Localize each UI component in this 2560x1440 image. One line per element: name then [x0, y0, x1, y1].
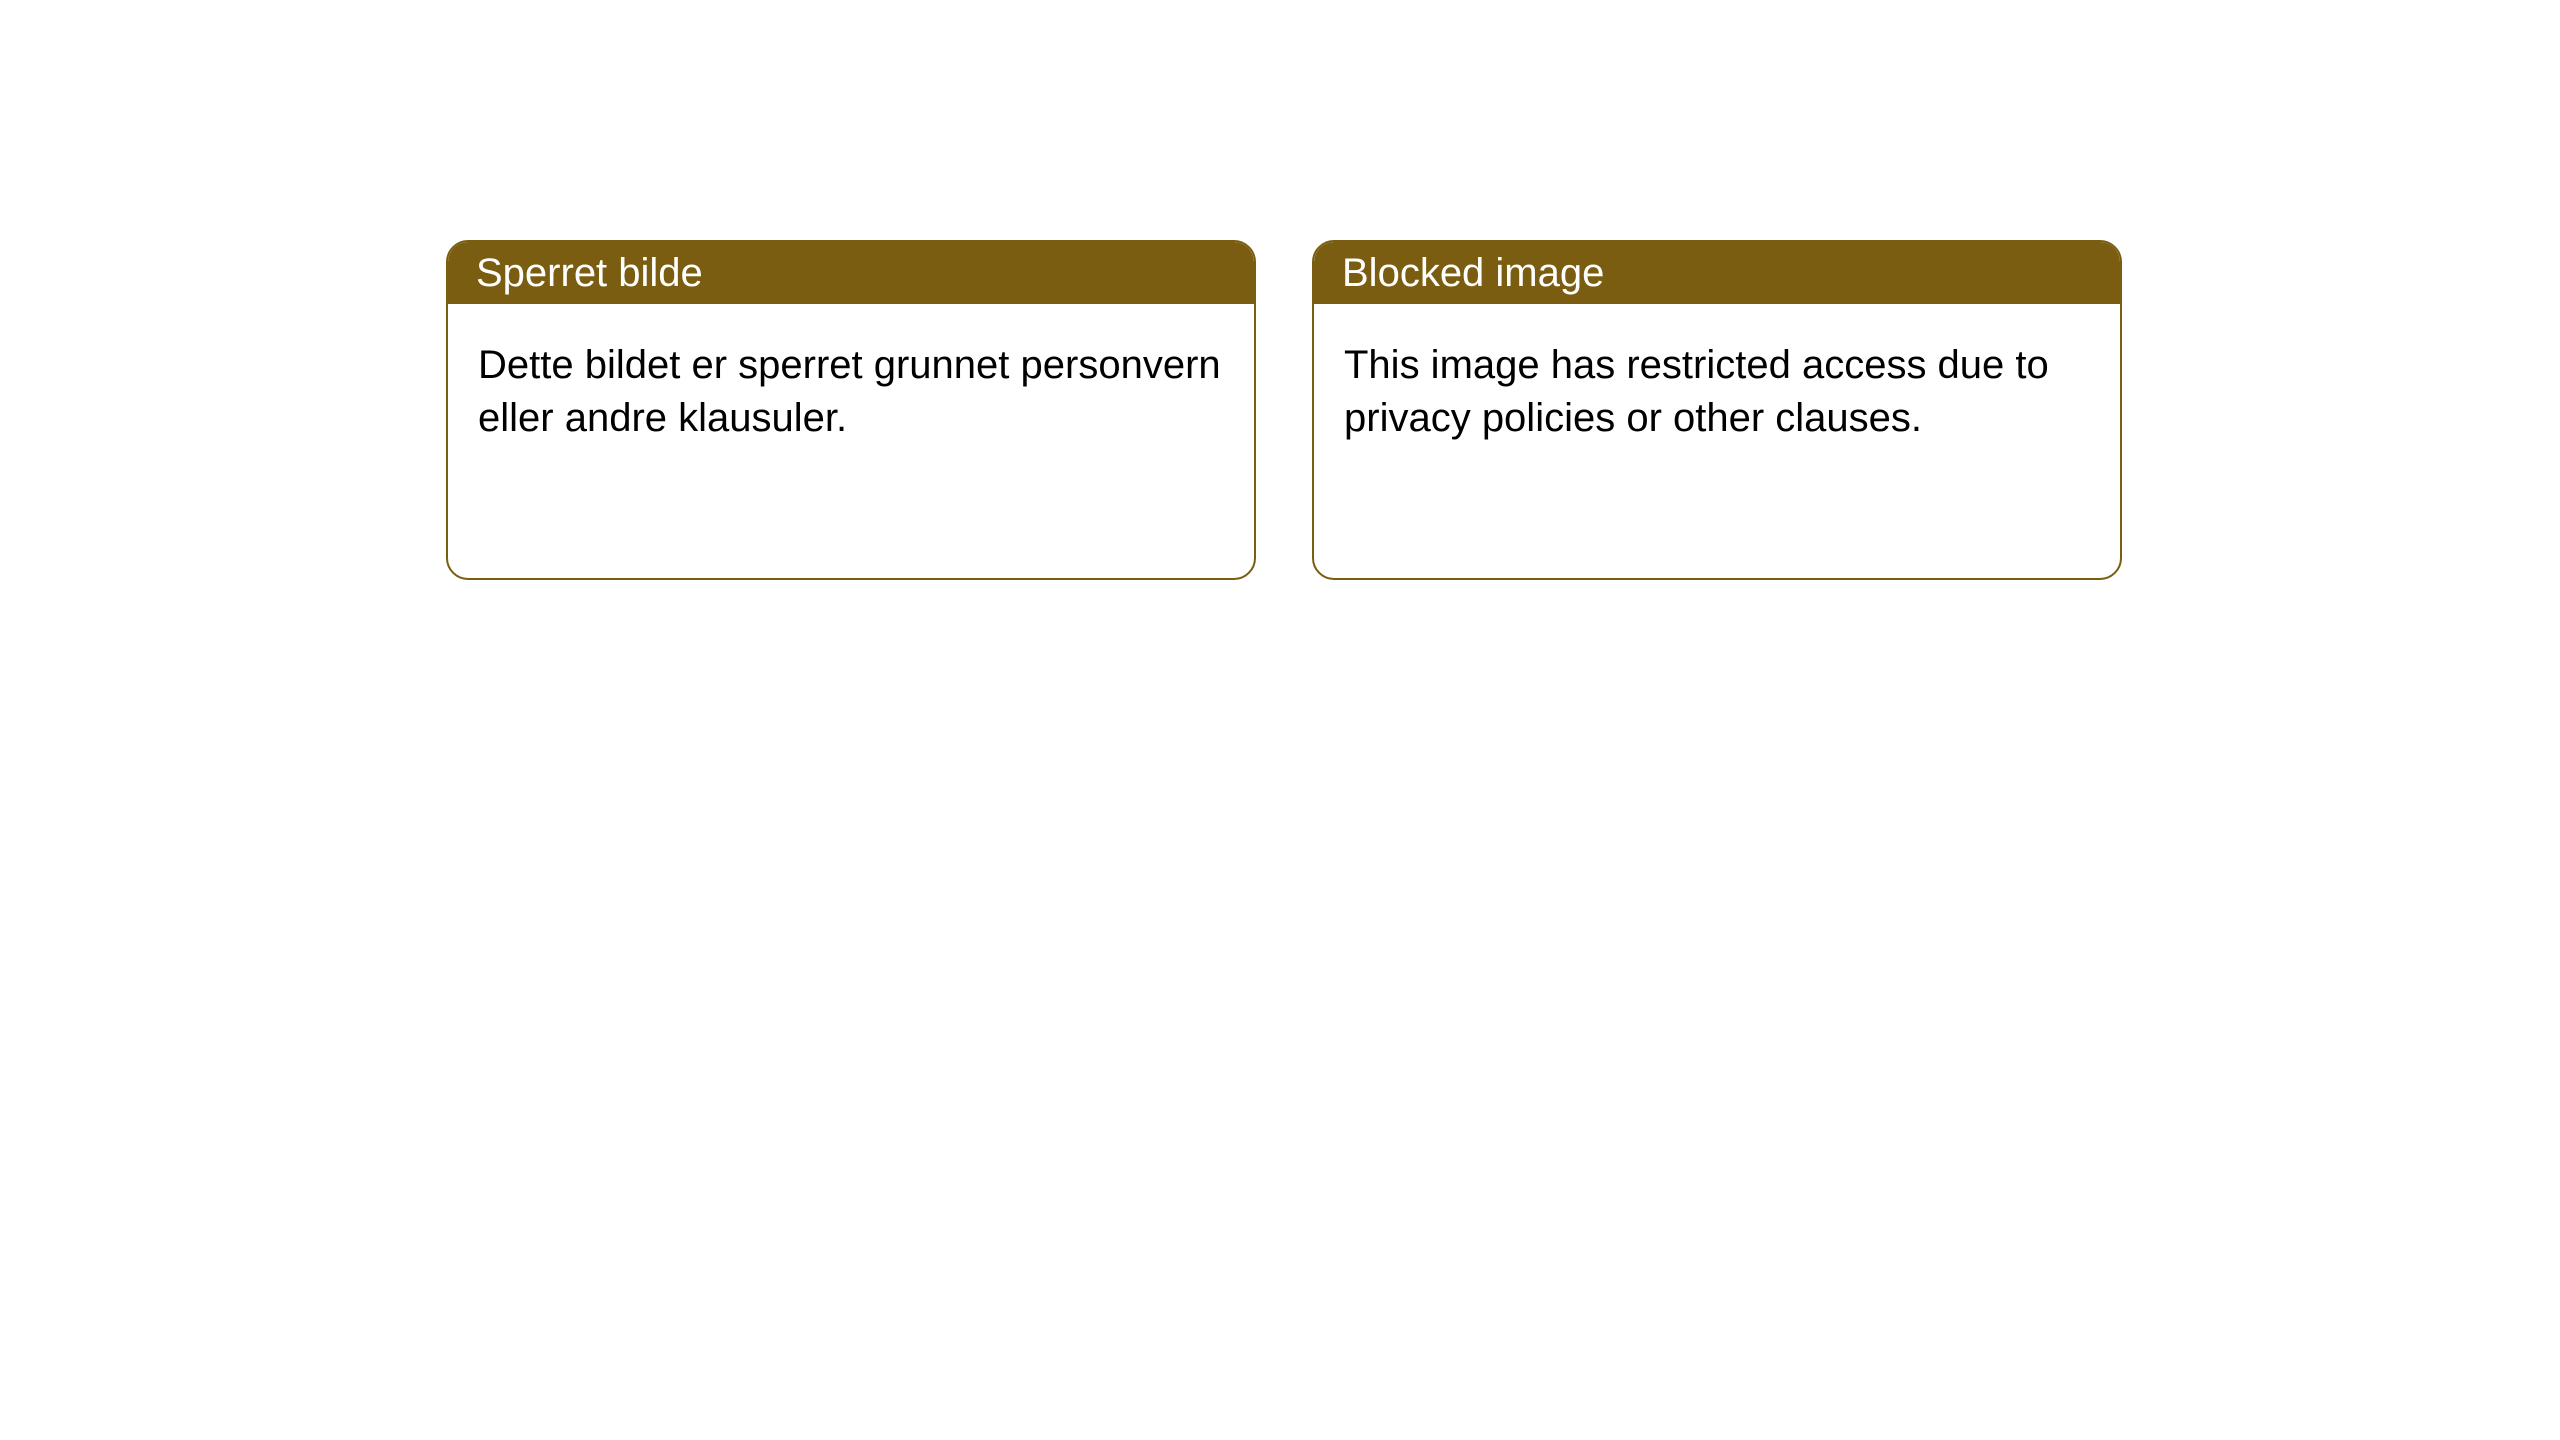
notice-card-norwegian: Sperret bilde Dette bildet er sperret gr… — [446, 240, 1256, 580]
card-header: Sperret bilde — [448, 242, 1254, 304]
card-body-text: Dette bildet er sperret grunnet personve… — [478, 343, 1221, 440]
card-title: Blocked image — [1342, 251, 1604, 296]
card-body-text: This image has restricted access due to … — [1344, 343, 2049, 440]
card-header: Blocked image — [1314, 242, 2120, 304]
card-title: Sperret bilde — [476, 251, 703, 296]
notice-container: Sperret bilde Dette bildet er sperret gr… — [446, 240, 2122, 580]
notice-card-english: Blocked image This image has restricted … — [1312, 240, 2122, 580]
card-body: Dette bildet er sperret grunnet personve… — [448, 304, 1254, 480]
card-body: This image has restricted access due to … — [1314, 304, 2120, 480]
